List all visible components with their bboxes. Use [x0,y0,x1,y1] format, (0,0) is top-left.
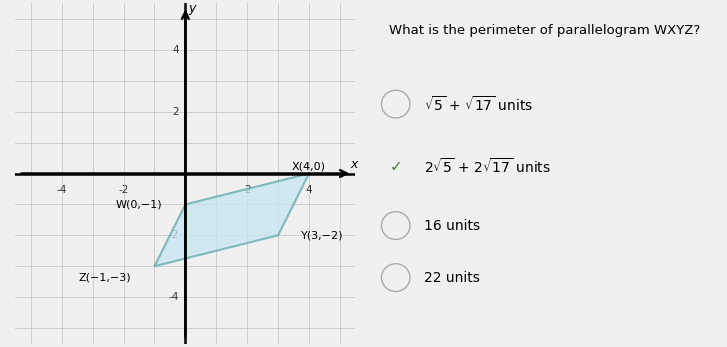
Text: X(4,0): X(4,0) [292,162,326,172]
Text: $\sqrt{5}$ + $\sqrt{17}$ units: $\sqrt{5}$ + $\sqrt{17}$ units [425,95,534,113]
Text: Y(3,−2): Y(3,−2) [301,230,344,240]
Text: W(0,−1): W(0,−1) [116,200,162,210]
Text: Z(−1,−3): Z(−1,−3) [79,272,132,282]
Text: -4: -4 [57,185,67,195]
Text: -2: -2 [168,230,179,240]
Text: x: x [350,158,358,171]
Text: 16 units: 16 units [425,219,481,232]
Text: y: y [188,2,196,15]
Text: -4: -4 [168,292,179,302]
Text: 22 units: 22 units [425,271,480,285]
Text: 2: 2 [172,107,179,117]
Polygon shape [154,174,309,266]
Text: 2: 2 [244,185,251,195]
Text: 4: 4 [172,45,179,55]
Text: What is the perimeter of parallelogram WXYZ?: What is the perimeter of parallelogram W… [388,24,700,37]
Text: 4: 4 [306,185,313,195]
Text: $2\sqrt{5}$ + $2\sqrt{17}$ units: $2\sqrt{5}$ + $2\sqrt{17}$ units [425,157,551,176]
Text: -2: -2 [119,185,129,195]
Text: ✓: ✓ [390,159,402,174]
